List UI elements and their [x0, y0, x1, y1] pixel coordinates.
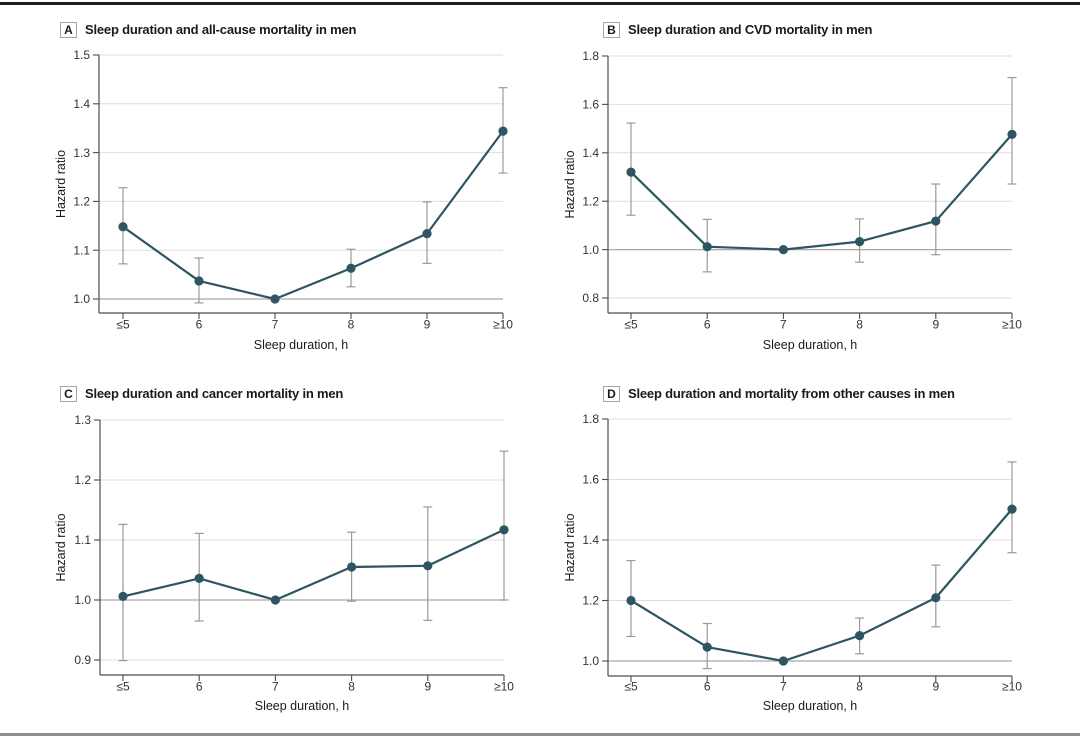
y-tick-label: 1.1 — [73, 243, 90, 257]
y-axis-title: Hazard ratio — [54, 150, 68, 218]
panel-b-title: Sleep duration and CVD mortality in men — [628, 22, 873, 37]
x-tick-label: 7 — [780, 318, 787, 332]
data-point-marker — [778, 245, 789, 255]
x-tick-label: 6 — [704, 680, 711, 694]
panel-d-header: D Sleep duration and mortality from othe… — [603, 385, 955, 402]
y-tick-label: 1.4 — [73, 97, 90, 111]
x-axis-title: Sleep duration, h — [254, 338, 349, 352]
panel-c-letter-badge: C — [60, 385, 77, 402]
y-tick-label: 1.8 — [582, 412, 599, 426]
panel-b-letter-badge: B — [603, 21, 620, 38]
panel-a-title: Sleep duration and all-cause mortality i… — [85, 22, 357, 37]
data-point-marker — [855, 237, 865, 247]
data-point-marker — [1007, 504, 1017, 514]
x-tick-label: ≥10 — [1002, 318, 1022, 332]
y-tick-label: 1.6 — [582, 473, 599, 487]
top-rule — [0, 2, 1080, 5]
y-tick-label: 1.0 — [582, 654, 599, 668]
data-point-marker — [270, 595, 280, 605]
x-tick-label: 8 — [856, 318, 863, 332]
y-tick-label: 1.2 — [73, 195, 90, 209]
panel-a-header: A Sleep duration and all-cause mortality… — [60, 21, 356, 38]
x-tick-label: 8 — [348, 680, 355, 694]
y-tick-label: 1.2 — [74, 473, 91, 487]
x-tick-label: 7 — [272, 318, 279, 332]
x-tick-label: 8 — [856, 680, 863, 694]
x-tick-label: 6 — [704, 318, 711, 332]
bottom-rule — [0, 733, 1080, 736]
data-point-marker — [702, 242, 712, 252]
y-tick-label: 1.2 — [582, 194, 599, 208]
data-point-marker — [626, 167, 636, 177]
data-point-marker — [499, 525, 509, 535]
panel-c-header: C Sleep duration and cancer mortality in… — [60, 385, 343, 402]
x-tick-label: 9 — [424, 680, 431, 694]
data-point-marker — [423, 561, 433, 571]
data-point-marker — [118, 222, 128, 232]
data-point-marker — [270, 294, 280, 304]
trend-line — [121, 130, 505, 301]
data-point-marker — [194, 573, 204, 584]
x-tick-label: ≥10 — [493, 318, 513, 332]
x-axis-title: Sleep duration, h — [763, 338, 858, 352]
data-point-marker — [931, 593, 941, 603]
y-axis-title: Hazard ratio — [563, 513, 577, 581]
panel-d-letter-badge: D — [603, 385, 620, 402]
data-point-marker — [778, 656, 789, 666]
x-tick-label: 6 — [196, 680, 203, 694]
panel-c-title: Sleep duration and cancer mortality in m… — [85, 386, 344, 401]
data-point-marker — [498, 126, 508, 136]
data-point-marker — [346, 263, 356, 273]
trend-line — [629, 133, 1014, 251]
x-tick-label: ≤5 — [624, 318, 638, 332]
x-tick-label: 9 — [932, 680, 939, 694]
y-tick-label: 1.0 — [582, 243, 599, 257]
data-point-marker — [422, 229, 432, 239]
trend-line — [629, 508, 1014, 663]
y-tick-label: 1.5 — [73, 48, 90, 62]
y-tick-label: 1.2 — [582, 594, 599, 608]
data-point-marker — [626, 595, 636, 606]
data-point-marker — [702, 642, 712, 652]
y-tick-label: 1.0 — [74, 593, 91, 607]
x-tick-label: 7 — [780, 680, 787, 694]
y-tick-label: 0.8 — [582, 291, 599, 305]
panel-b-header: B Sleep duration and CVD mortality in me… — [603, 21, 872, 38]
data-point-marker — [118, 591, 128, 602]
data-point-marker — [931, 216, 941, 226]
x-tick-label: ≤5 — [116, 680, 130, 694]
y-tick-label: 1.0 — [73, 292, 90, 306]
panel-d-title: Sleep duration and mortality from other … — [628, 386, 955, 401]
x-tick-label: ≥10 — [1002, 680, 1022, 694]
y-tick-label: 0.9 — [74, 653, 91, 667]
x-tick-label: ≤5 — [116, 318, 130, 332]
y-tick-label: 1.8 — [582, 49, 599, 63]
y-tick-label: 1.6 — [582, 98, 599, 112]
data-point-marker — [855, 630, 865, 641]
y-tick-label: 1.3 — [73, 146, 90, 160]
x-tick-label: ≥10 — [494, 680, 514, 694]
x-axis-title: Sleep duration, h — [255, 699, 350, 713]
y-tick-label: 1.3 — [74, 413, 91, 427]
y-tick-label: 1.4 — [582, 146, 599, 160]
x-tick-label: 6 — [196, 318, 203, 332]
x-tick-label: 7 — [272, 680, 279, 694]
data-point-marker — [347, 562, 357, 572]
x-tick-label: 9 — [932, 318, 939, 332]
y-axis-title: Hazard ratio — [54, 513, 68, 581]
data-point-marker — [194, 276, 204, 286]
y-axis-title: Hazard ratio — [563, 150, 577, 218]
x-tick-label: ≤5 — [624, 680, 638, 694]
y-tick-label: 1.1 — [74, 533, 91, 547]
data-point-marker — [1007, 129, 1017, 140]
x-axis-title: Sleep duration, h — [763, 699, 858, 713]
trend-line — [121, 528, 506, 602]
x-tick-label: 9 — [424, 318, 431, 332]
panel-a-letter-badge: A — [60, 21, 77, 38]
x-tick-label: 8 — [348, 318, 355, 332]
y-tick-label: 1.4 — [582, 533, 599, 547]
